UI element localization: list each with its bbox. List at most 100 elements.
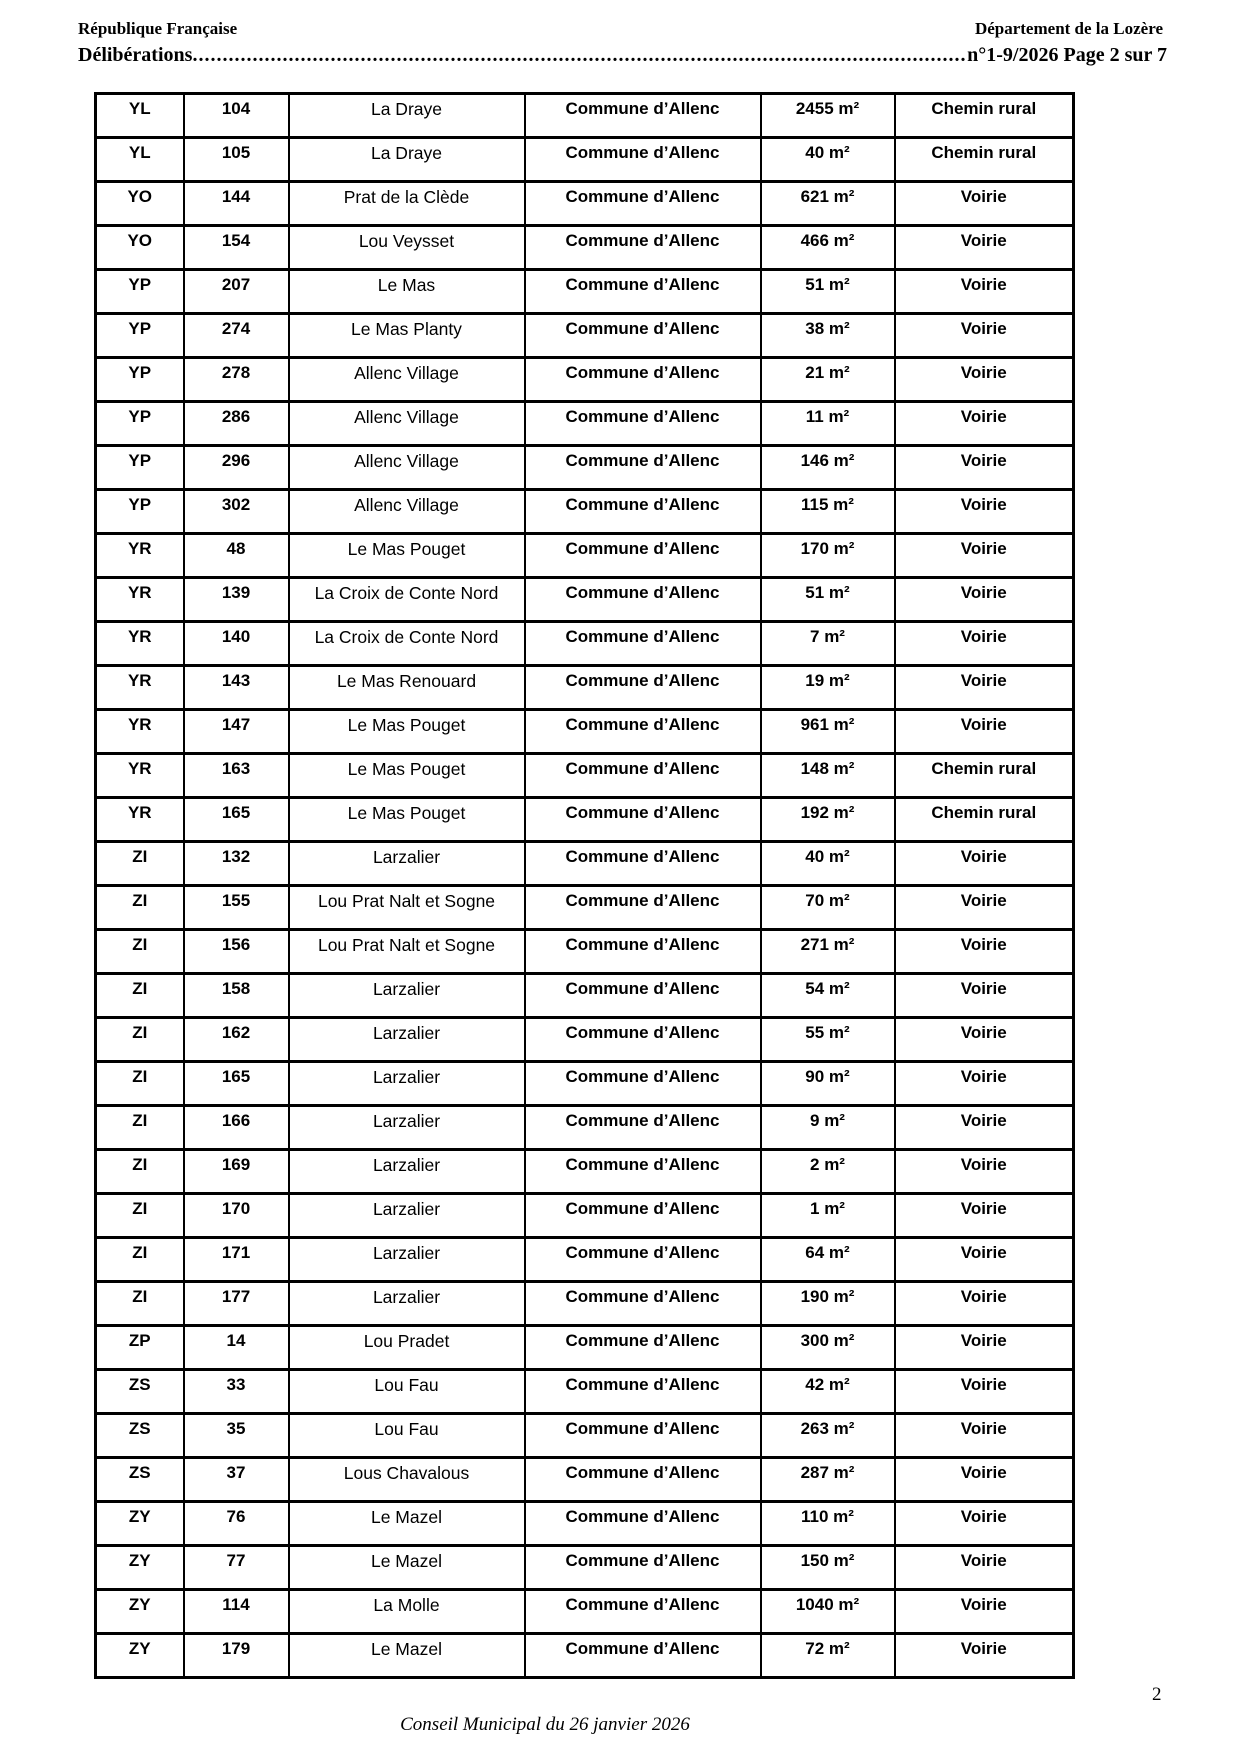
cell-parcel-number: 166 [182,1104,290,1151]
cell-commune: Commune d’Allenc [523,92,762,139]
cell-lieu-dit: Le Mazel [287,1500,526,1547]
cell-type: Voirie [893,1500,1075,1547]
table-row: ZI 171 Larzalier Commune d’Allenc 64 m² … [94,1236,1075,1283]
parcel-table: YL 104 La Draye Commune d’Allenc 2455 m²… [94,92,1075,1679]
cell-type: Voirie [893,1368,1075,1415]
cell-surface: 2455 m² [759,92,896,139]
cell-commune: Commune d’Allenc [523,620,762,667]
table-row: YR 163 Le Mas Pouget Commune d’Allenc 14… [94,752,1075,799]
cell-type: Voirie [893,1192,1075,1239]
cell-commune: Commune d’Allenc [523,312,762,359]
cell-commune: Commune d’Allenc [523,752,762,799]
table-row: YP 278 Allenc Village Commune d’Allenc 2… [94,356,1075,403]
cell-parcel-number: 274 [182,312,290,359]
cell-section: ZI [94,1104,185,1151]
cell-parcel-number: 163 [182,752,290,799]
cell-lieu-dit: Le Mazel [287,1544,526,1591]
table-row: ZI 132 Larzalier Commune d’Allenc 40 m² … [94,840,1075,887]
cell-lieu-dit: Larzalier [287,1104,526,1151]
cell-commune: Commune d’Allenc [523,972,762,1019]
cell-parcel-number: 155 [182,884,290,931]
cell-type: Voirie [893,972,1075,1019]
cell-commune: Commune d’Allenc [523,268,762,315]
cell-parcel-number: 165 [182,1060,290,1107]
table-row: YR 147 Le Mas Pouget Commune d’Allenc 96… [94,708,1075,755]
cell-parcel-number: 147 [182,708,290,755]
cell-type: Voirie [893,1588,1075,1635]
cell-section: ZI [94,1148,185,1195]
cell-surface: 54 m² [759,972,896,1019]
cell-commune: Commune d’Allenc [523,180,762,227]
cell-commune: Commune d’Allenc [523,708,762,755]
cell-section: YP [94,400,185,447]
cell-lieu-dit: Le Mazel [287,1632,526,1679]
table-row: YL 105 La Draye Commune d’Allenc 40 m² C… [94,136,1075,183]
cell-type: Voirie [893,884,1075,931]
cell-surface: 1 m² [759,1192,896,1239]
table-row: ZI 177 Larzalier Commune d’Allenc 190 m²… [94,1280,1075,1327]
table-row: YL 104 La Draye Commune d’Allenc 2455 m²… [94,92,1075,139]
cell-lieu-dit: Lou Pradet [287,1324,526,1371]
cell-parcel-number: 286 [182,400,290,447]
cell-surface: 263 m² [759,1412,896,1459]
cell-section: YL [94,92,185,139]
cell-surface: 300 m² [759,1324,896,1371]
cell-parcel-number: 162 [182,1016,290,1063]
cell-lieu-dit: La Draye [287,136,526,183]
cell-type: Voirie [893,356,1075,403]
cell-type: Voirie [893,1236,1075,1283]
cell-parcel-number: 132 [182,840,290,887]
table-row: ZY 76 Le Mazel Commune d’Allenc 110 m² V… [94,1500,1075,1547]
cell-surface: 621 m² [759,180,896,227]
cell-commune: Commune d’Allenc [523,576,762,623]
cell-lieu-dit: Le Mas Pouget [287,752,526,799]
cell-surface: 40 m² [759,840,896,887]
header-deliberations-label: Délibérations [78,44,193,66]
cell-surface: 55 m² [759,1016,896,1063]
cell-lieu-dit: Le Mas Renouard [287,664,526,711]
page-header-line2: Délibérations ..........................… [78,42,1167,68]
cell-type: Voirie [893,444,1075,491]
cell-parcel-number: 170 [182,1192,290,1239]
cell-section: YR [94,620,185,667]
table-row: YR 48 Le Mas Pouget Commune d’Allenc 170… [94,532,1075,579]
cell-lieu-dit: Allenc Village [287,488,526,535]
cell-type: Chemin rural [893,92,1075,139]
cell-lieu-dit: Allenc Village [287,444,526,491]
cell-section: YP [94,356,185,403]
table-row: ZY 114 La Molle Commune d’Allenc 1040 m²… [94,1588,1075,1635]
cell-section: YR [94,752,185,799]
cell-section: ZS [94,1368,185,1415]
cell-type: Voirie [893,1104,1075,1151]
cell-lieu-dit: Lou Fau [287,1412,526,1459]
cell-commune: Commune d’Allenc [523,1368,762,1415]
cell-lieu-dit: Lou Prat Nalt et Sogne [287,928,526,975]
cell-lieu-dit: Le Mas Pouget [287,796,526,843]
cell-commune: Commune d’Allenc [523,884,762,931]
cell-parcel-number: 207 [182,268,290,315]
cell-parcel-number: 302 [182,488,290,535]
cell-surface: 64 m² [759,1236,896,1283]
cell-commune: Commune d’Allenc [523,1632,762,1679]
cell-section: YP [94,488,185,535]
cell-surface: 40 m² [759,136,896,183]
cell-surface: 51 m² [759,268,896,315]
table-row: YO 154 Lou Veysset Commune d’Allenc 466 … [94,224,1075,271]
table-row: ZI 155 Lou Prat Nalt et Sogne Commune d’… [94,884,1075,931]
table-row: ZI 156 Lou Prat Nalt et Sogne Commune d’… [94,928,1075,975]
cell-commune: Commune d’Allenc [523,224,762,271]
cell-section: YR [94,796,185,843]
cell-surface: 19 m² [759,664,896,711]
page-number: 2 [1152,1684,1162,1705]
table-row: ZI 165 Larzalier Commune d’Allenc 90 m² … [94,1060,1075,1107]
cell-type: Voirie [893,1280,1075,1327]
cell-commune: Commune d’Allenc [523,928,762,975]
cell-parcel-number: 37 [182,1456,290,1503]
cell-commune: Commune d’Allenc [523,444,762,491]
cell-commune: Commune d’Allenc [523,1236,762,1283]
cell-parcel-number: 104 [182,92,290,139]
cell-parcel-number: 14 [182,1324,290,1371]
cell-parcel-number: 35 [182,1412,290,1459]
cell-section: ZY [94,1544,185,1591]
cell-section: YR [94,576,185,623]
